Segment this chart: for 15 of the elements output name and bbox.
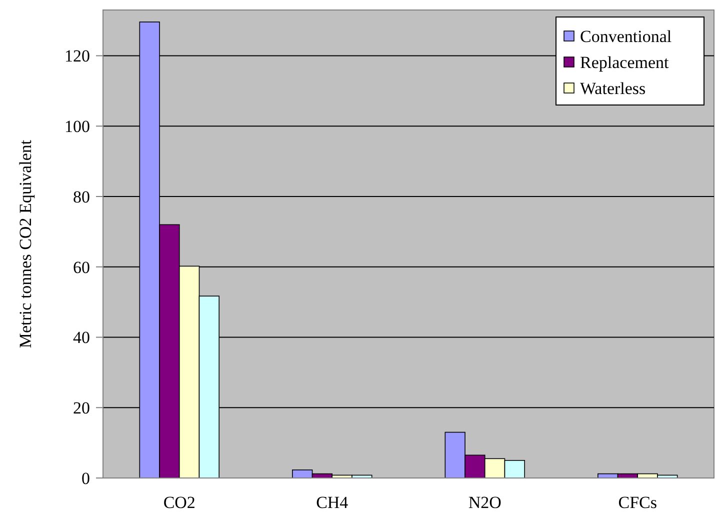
y-tick-label: 80 <box>73 187 90 206</box>
x-tick-label: CH4 <box>316 493 349 512</box>
y-tick-label: 20 <box>73 398 90 418</box>
legend-label: Conventional <box>580 26 672 46</box>
x-tick-label: CO2 <box>163 493 196 512</box>
legend-label: Waterless <box>580 78 646 98</box>
y-tick-label: 60 <box>73 258 90 277</box>
x-tick-label: N2O <box>468 493 502 512</box>
x-tick-label: CFCs <box>618 493 657 512</box>
y-tick-label: 40 <box>73 328 90 348</box>
y-tick-label: 120 <box>64 46 90 66</box>
legend-label: Replacement <box>580 52 670 72</box>
y-tick-label: 0 <box>82 468 90 488</box>
y-tick-label: 100 <box>64 117 90 136</box>
y-axis-title: Metric tonnes CO2 Equivalent <box>16 140 35 348</box>
